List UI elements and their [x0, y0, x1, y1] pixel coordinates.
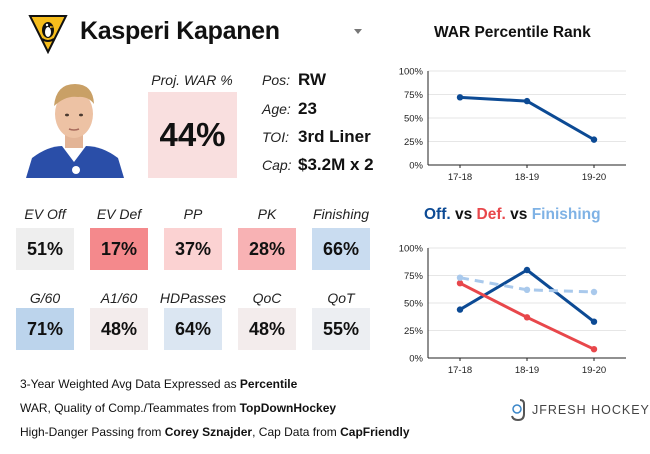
data-point [523, 314, 531, 321]
position-key: Pos: [262, 72, 291, 88]
proj-war-value: 44% [148, 92, 237, 178]
data-point [523, 97, 531, 105]
brand-logo: JFRESH HOCKEY [510, 398, 650, 422]
y-tick-label: 75% [404, 271, 424, 282]
footer-line-1: 3-Year Weighted Avg Data Expressed as Pe… [20, 377, 298, 391]
x-tick-label: 19-20 [582, 365, 606, 376]
stat-label-a160: A1/60 [100, 290, 138, 306]
chart-title-off-def-fin: Off. vs Def. vs Finishing [424, 206, 601, 224]
chart-title-war: WAR Percentile Rank [434, 24, 591, 41]
y-tick-label: 100% [399, 67, 424, 78]
y-tick-label: 0% [409, 161, 423, 172]
footer-line-3: High-Danger Passing from Corey Sznajder,… [20, 425, 410, 439]
y-tick-label: 50% [404, 299, 424, 310]
stat-value-hdpasses: 64% [164, 308, 222, 350]
y-tick-label: 25% [404, 137, 424, 148]
data-point [456, 306, 464, 313]
war-percentile-chart: 0% 25% 50% 75% 100% 17-18 18-19 19-20 [399, 67, 626, 183]
cap-key: Cap: [262, 157, 292, 173]
stat-value-finishing: 66% [312, 228, 370, 270]
off-def-finishing-chart: 0% 25% 50% 75% 100% 17-18 18-19 19-20 [399, 244, 626, 376]
x-tick-label: 19-20 [582, 172, 606, 183]
stat-value-g60: 71% [16, 308, 74, 350]
age-value: 23 [298, 99, 317, 118]
data-point [590, 288, 598, 296]
footer-line-2: WAR, Quality of Comp./Teammates from Top… [20, 401, 337, 415]
toi-value: 3rd Liner [298, 127, 371, 146]
title-vs-2: vs [505, 206, 532, 223]
series-line [459, 268, 595, 323]
player-select-chevron-down-icon[interactable] [354, 29, 362, 34]
stat-value-a160: 48% [90, 308, 148, 350]
y-tick-label: 75% [404, 90, 424, 101]
brand-name: JFRESH HOCKEY [532, 403, 650, 417]
stat-value-ev-def: 17% [90, 228, 148, 270]
data-point [523, 286, 531, 293]
title-finishing: Finishing [531, 206, 601, 223]
stat-label-g60: G/60 [29, 290, 61, 306]
y-tick-label: 25% [404, 326, 424, 337]
data-point [590, 346, 598, 353]
y-tick-label: 50% [404, 114, 424, 125]
stat-label-finishing: Finishing [312, 206, 370, 222]
cap-value: $3.2M x 2 [298, 155, 374, 174]
penguins-logo-icon [28, 15, 68, 54]
data-point [590, 136, 598, 143]
x-tick-label: 18-19 [515, 172, 539, 183]
title-off: Off. [424, 206, 451, 223]
jfresh-logo-icon [511, 399, 525, 422]
x-tick-label: 17-18 [448, 172, 472, 183]
stat-label-qoc: QoC [252, 290, 282, 306]
age-key: Age: [262, 101, 291, 117]
proj-war-label: Proj. WAR % [151, 72, 233, 88]
stat-value-qot: 55% [312, 308, 370, 350]
stat-label-ev-off: EV Off [24, 206, 66, 222]
x-tick-label: 18-19 [515, 365, 539, 376]
stat-value-pk: 28% [238, 228, 296, 270]
data-point [590, 318, 598, 325]
stat-label-hdpasses: HDPasses [159, 290, 227, 306]
player-headshot [18, 70, 130, 178]
data-point [523, 266, 531, 274]
title-def: Def. [476, 206, 506, 223]
y-tick-label: 0% [409, 354, 423, 365]
x-tick-label: 17-18 [448, 365, 472, 376]
stat-label-ev-def: EV Def [96, 206, 142, 222]
player-name: Kasperi Kapanen [80, 17, 280, 45]
data-point [456, 274, 464, 281]
title-vs-1: vs [450, 206, 477, 223]
data-point [456, 94, 464, 101]
stat-value-ev-off: 51% [16, 228, 74, 270]
stat-value-pp: 37% [164, 228, 222, 270]
stat-value-qoc: 48% [238, 308, 296, 350]
stat-label-pp: PP [183, 206, 203, 222]
y-tick-label: 100% [399, 244, 424, 255]
toi-key: TOI: [262, 129, 289, 145]
stat-label-qot: QoT [327, 290, 355, 306]
stat-label-pk: PK [257, 206, 277, 222]
position-value: RW [298, 70, 327, 89]
data-point [456, 280, 464, 287]
